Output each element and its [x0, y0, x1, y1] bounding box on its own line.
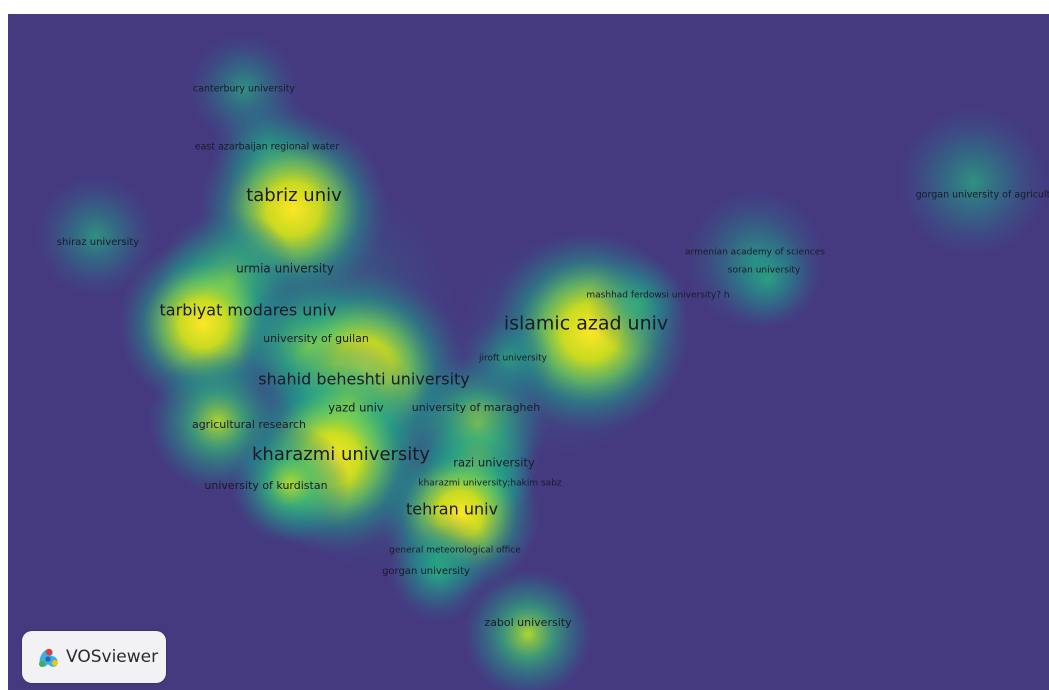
vosviewer-icon [39, 648, 58, 667]
node-label[interactable]: razi university [453, 456, 535, 470]
node-label[interactable]: agricultural research [192, 418, 306, 431]
node-label[interactable]: university of kurdistan [204, 479, 327, 492]
node-label[interactable]: urmia university [236, 262, 334, 276]
density-blob [36, 176, 156, 296]
node-label[interactable]: armenian academy of sciences [685, 248, 825, 258]
node-label[interactable]: shahid beheshti university [258, 370, 470, 389]
vosviewer-logo: VOSviewer [22, 631, 166, 683]
density-blob [388, 524, 488, 624]
node-label[interactable]: university of maragheh [412, 401, 540, 414]
density-blob [718, 229, 818, 329]
density-blob [898, 107, 1048, 257]
node-label[interactable]: east azarbaijan regional water [195, 142, 340, 153]
node-label[interactable]: gorgan university of agricult [916, 190, 1049, 201]
node-label[interactable]: jiroft university [478, 354, 548, 364]
density-map[interactable]: canterbury university east azarbaijan reg… [8, 14, 1049, 690]
node-label[interactable]: kharazmi university [252, 444, 430, 465]
vosviewer-label: VOSviewer [66, 647, 159, 667]
node-label[interactable]: zabol university [484, 616, 572, 629]
node-label[interactable]: kharazmi university;hakim sabz [418, 479, 562, 489]
node-label[interactable]: islamic azad univ [504, 313, 668, 335]
node-label[interactable]: tabriz univ [246, 185, 342, 206]
density-blob [230, 424, 350, 544]
node-label[interactable]: tehran univ [406, 500, 498, 519]
density-map-svg: canterbury university east azarbaijan reg… [8, 14, 1049, 690]
node-label[interactable]: soran university [728, 266, 801, 276]
node-label[interactable]: mashhad ferdowsi university? h [586, 291, 729, 301]
node-label[interactable]: yazd univ [328, 401, 384, 415]
density-blob [588, 254, 688, 354]
density-blob [463, 569, 593, 690]
node-label[interactable]: university of guilan [263, 332, 369, 345]
node-label[interactable]: tarbiyat modares univ [160, 301, 337, 320]
density-blob [463, 314, 553, 404]
node-label[interactable]: general meteorological office [389, 546, 521, 556]
node-label[interactable]: shiraz university [57, 237, 140, 248]
density-blobs [36, 34, 1048, 690]
density-labels: canterbury university east azarbaijan reg… [57, 84, 1049, 630]
node-label[interactable]: gorgan university [382, 566, 470, 577]
node-label[interactable]: canterbury university [193, 84, 296, 95]
